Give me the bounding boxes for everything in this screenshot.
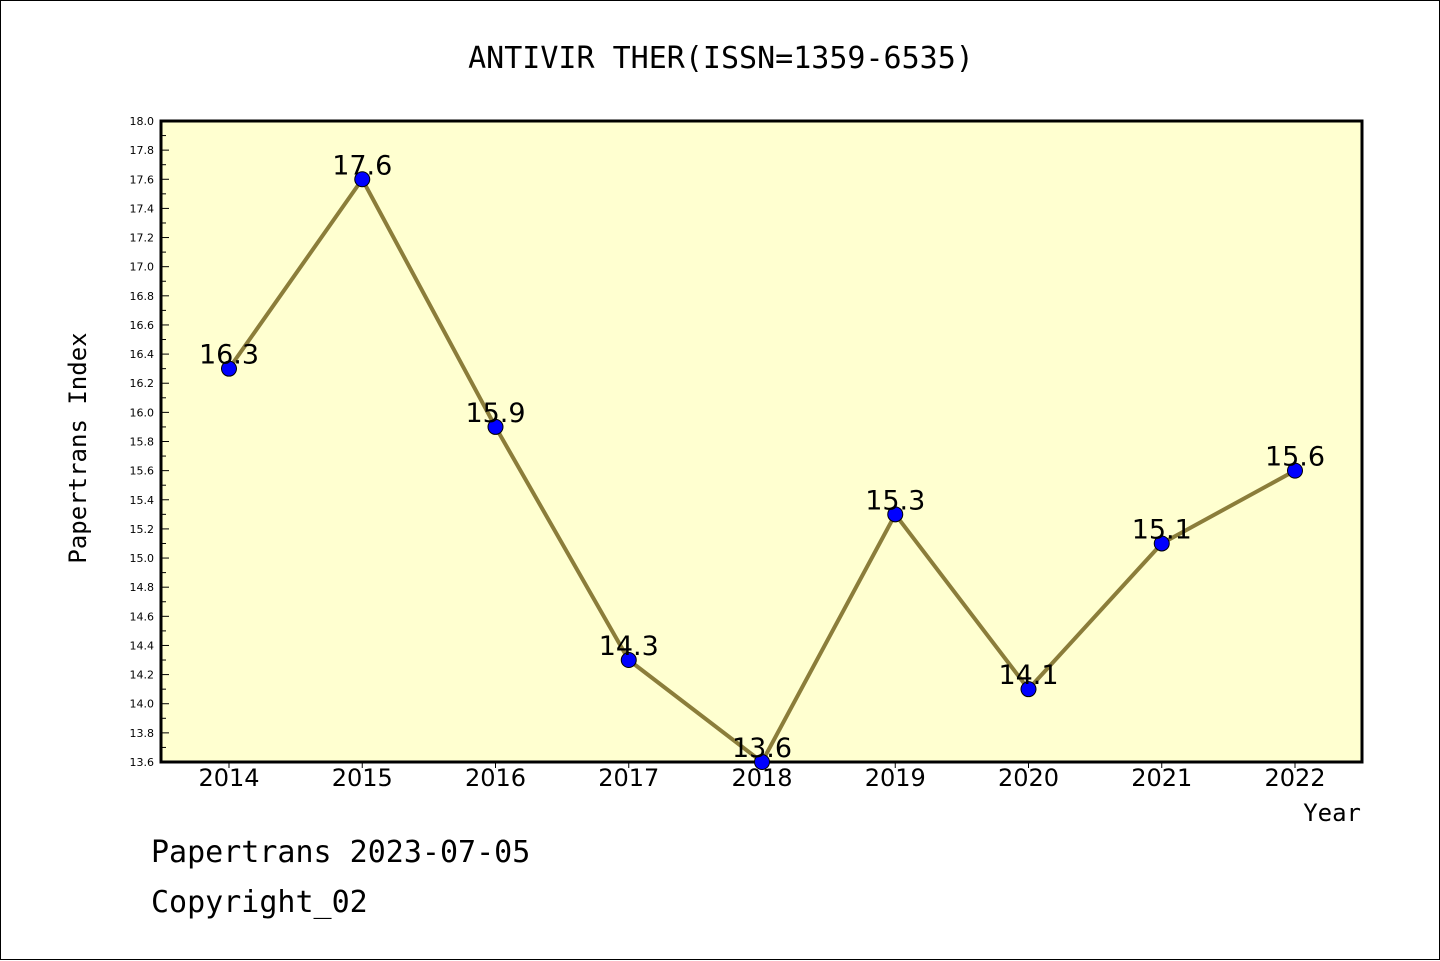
data-point: [1287, 462, 1303, 479]
data-label: 14.3: [599, 631, 659, 662]
chart-title: ANTIVIR THER(ISSN=1359-6535): [468, 41, 974, 76]
y-tick-label: 14.2: [130, 669, 155, 682]
data-label: 14.1: [998, 660, 1058, 691]
data-point: [1020, 681, 1037, 698]
y-tick-label: 17.2: [130, 232, 155, 245]
y-tick-label: 15.2: [130, 523, 155, 536]
y-tick-label: 14.0: [130, 698, 155, 711]
data-point: [1153, 535, 1170, 552]
x-axis-label: Year: [1303, 799, 1361, 827]
data-label: 15.1: [1132, 514, 1192, 545]
data-point: [221, 360, 237, 377]
data-label: 13.6: [732, 733, 792, 764]
y-tick-label: 15.4: [130, 494, 155, 507]
y-tick-label: 17.6: [130, 173, 155, 186]
x-tick-label: 2022: [1264, 764, 1325, 792]
data-label: 16.3: [199, 340, 259, 371]
y-tick-label: 16.2: [130, 377, 155, 390]
y-tick-label: 16.8: [130, 290, 155, 303]
y-tick-label: 18.0: [130, 115, 155, 128]
y-tick-label: 13.8: [130, 727, 155, 740]
footer-date-line: Papertrans 2023-07-05: [151, 835, 531, 870]
y-tick-label: 14.8: [130, 581, 155, 594]
y-tick-label: 13.6: [130, 756, 155, 769]
data-point: [754, 754, 770, 770]
y-tick-label: 17.4: [130, 202, 155, 215]
x-tick-label: 2021: [1131, 764, 1192, 792]
data-point: [887, 506, 904, 523]
y-tick-label: 16.0: [130, 406, 155, 419]
x-axis: 2014 2015 2016 2017 2018 2019 2020 2021 2022: [198, 762, 1326, 792]
y-tick-label: 14.4: [130, 639, 155, 652]
y-axis: 13.6 13.8 14.0 14.2 14.4 14.6 14.8 15.0 15.2 15.4…: [130, 115, 169, 769]
y-tick-label: 15.0: [130, 552, 155, 565]
x-tick-label: 2015: [332, 764, 393, 792]
y-tick-label: 17.8: [130, 144, 155, 157]
y-tick-label: 14.6: [130, 610, 155, 623]
x-tick-label: 2019: [865, 764, 926, 792]
y-tick-label: 16.6: [130, 319, 155, 332]
data-label: 15.3: [865, 485, 925, 516]
y-tick-label: 17.0: [130, 261, 155, 274]
data-point: [620, 652, 637, 669]
x-tick-label: 2014: [198, 764, 259, 792]
y-tick-label: 15.8: [130, 436, 155, 449]
footer-copyright: Copyright_02: [151, 885, 368, 920]
y-axis-label: Papertrans Index: [64, 332, 92, 563]
data-label: 15.9: [465, 398, 525, 429]
x-tick-label: 2017: [598, 764, 659, 792]
data-point: [354, 171, 371, 188]
y-tick-label: 16.4: [130, 348, 155, 361]
data-label: 15.6: [1265, 442, 1325, 473]
data-point: [487, 418, 504, 435]
y-tick-label: 15.6: [130, 465, 155, 478]
x-tick-label: 2016: [465, 764, 526, 792]
x-tick-label: 2020: [998, 764, 1059, 792]
plot-area: [159, 119, 1364, 764]
series-group: 16.3 17.6 15.9 14.3 13.6 15.3 14.1 15.1 15.6: [199, 150, 1325, 770]
data-label: 17.6: [332, 150, 392, 181]
